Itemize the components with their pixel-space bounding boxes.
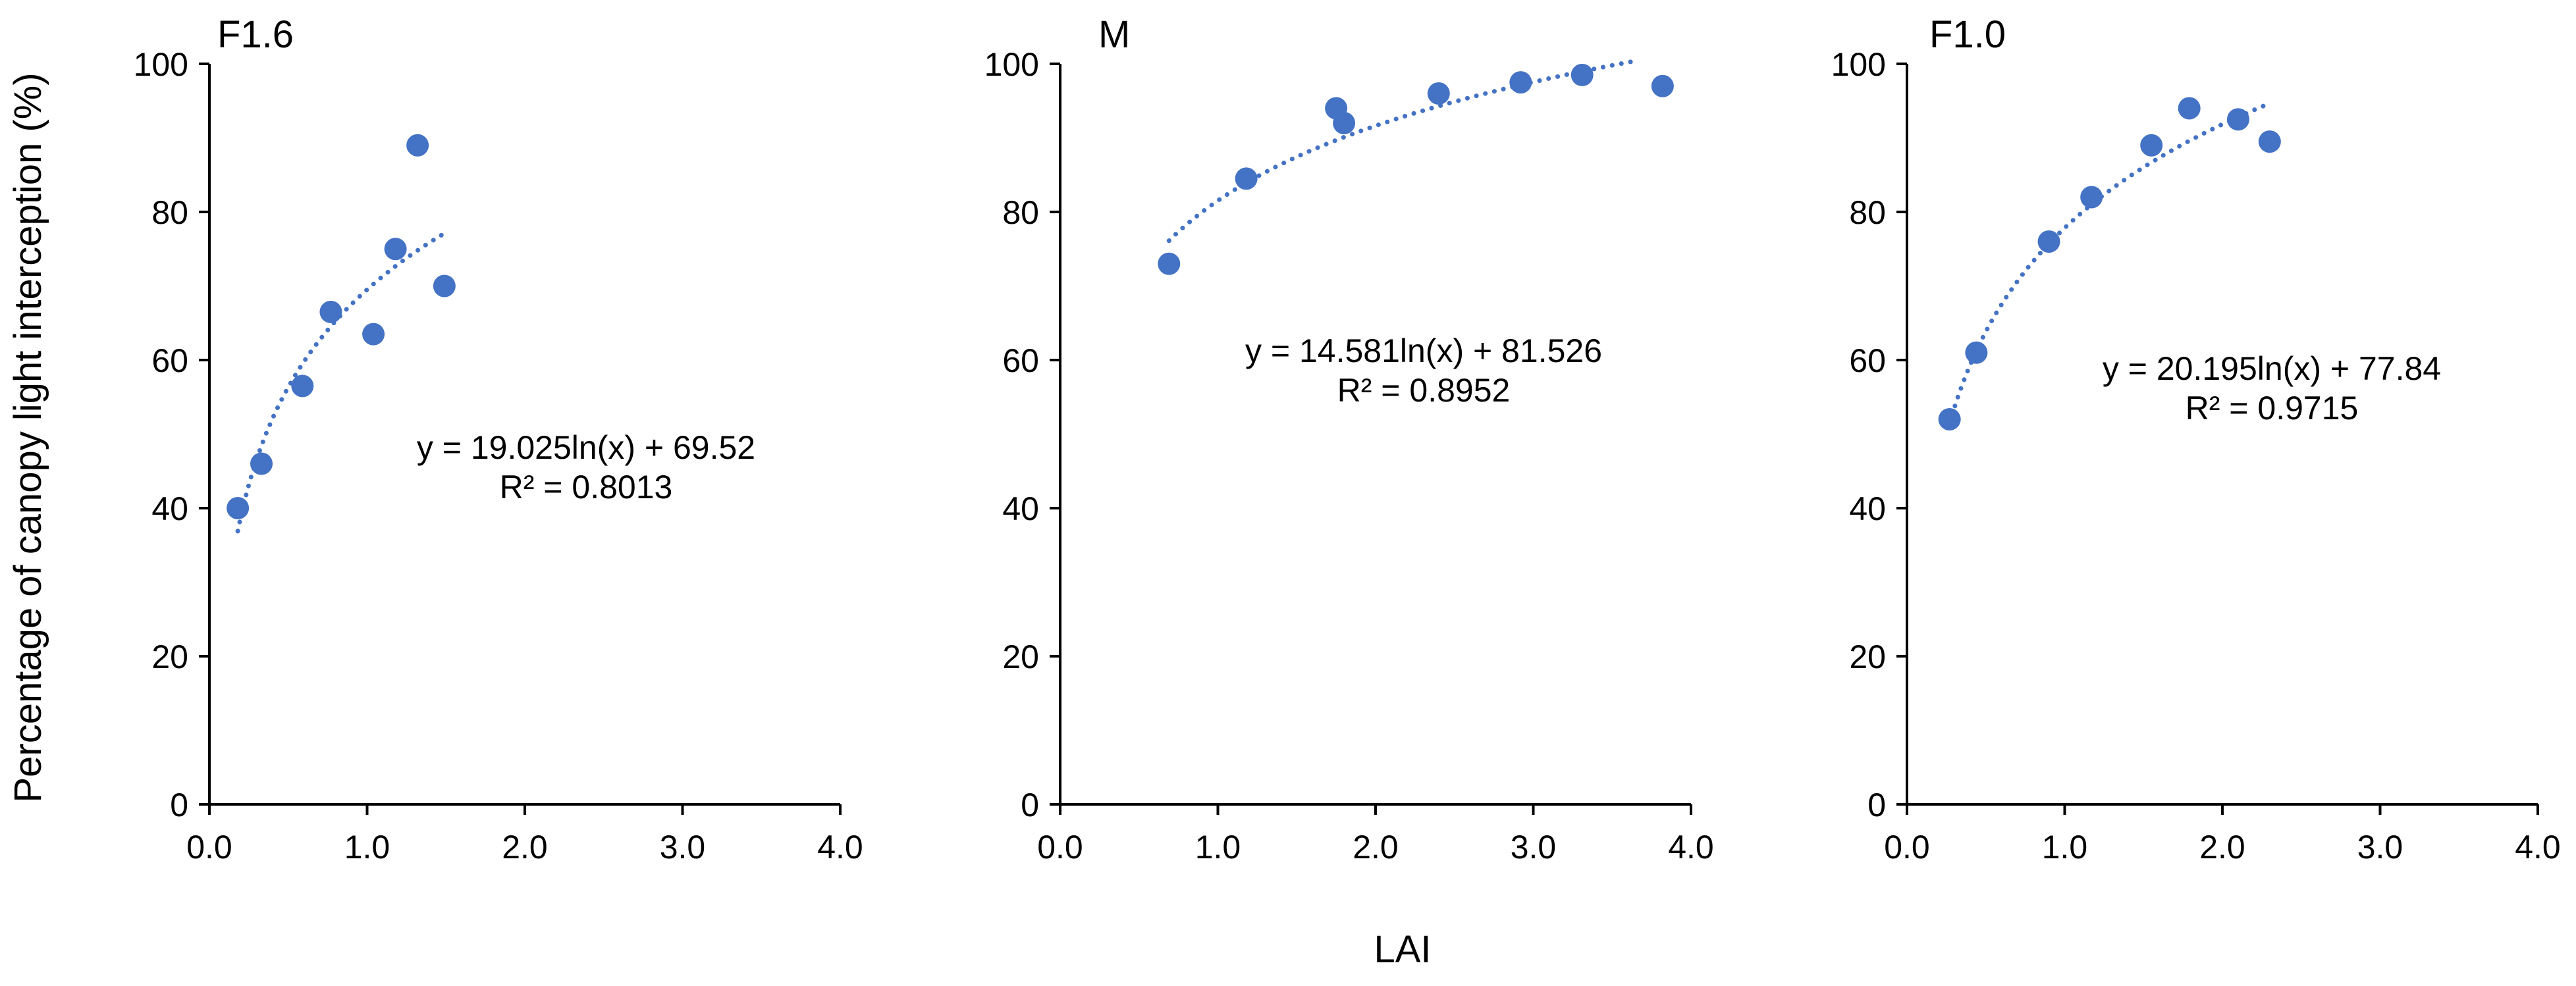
panel-title-m: M — [1098, 13, 1130, 56]
data-point — [2258, 130, 2281, 153]
y-tick-label: 0 — [1867, 787, 1886, 823]
y-tick-label: 20 — [1002, 638, 1039, 675]
trendline — [235, 231, 447, 534]
data-point — [1965, 341, 1988, 364]
x-tick-label: 3.0 — [2357, 829, 2403, 866]
y-tick-label: 20 — [1849, 638, 1886, 675]
y-tick-label: 80 — [1849, 194, 1886, 231]
data-point — [319, 300, 342, 323]
data-point — [227, 497, 250, 519]
panel-title-f1-0: F1.0 — [1929, 13, 2006, 56]
y-tick-label: 100 — [984, 46, 1039, 83]
r-squared-label: R² = 0.8013 — [500, 469, 673, 506]
x-tick-label: 3.0 — [1511, 829, 1557, 866]
data-point — [1427, 82, 1450, 105]
data-point — [1333, 112, 1356, 134]
y-tick-label: 40 — [151, 490, 188, 527]
data-point — [384, 238, 407, 261]
y-tick-label: 60 — [151, 342, 188, 379]
x-tick-label: 1.0 — [2042, 829, 2088, 866]
data-point — [1938, 408, 1961, 430]
y-tick-label: 40 — [1002, 490, 1039, 527]
trendline — [1166, 59, 1638, 244]
y-tick-label: 80 — [1002, 194, 1039, 231]
data-point — [291, 375, 314, 398]
panel-m: M 0 20 40 60 80 100 0.0 1.0 2.0 3.0 4.0 y = 14.581ln… — [984, 13, 1714, 866]
y-tick-label: 40 — [1849, 490, 1886, 527]
data-point — [2226, 108, 2249, 131]
trend-equation: y = 20.195ln(x) + 77.84 — [2103, 350, 2441, 387]
data-point — [433, 274, 456, 298]
panel-title-f1-6: F1.6 — [217, 13, 294, 56]
x-tick-label: 2.0 — [2199, 829, 2245, 866]
data-point — [2140, 134, 2163, 157]
x-tick-label: 0.0 — [1037, 829, 1083, 866]
y-tick-label: 20 — [151, 638, 188, 675]
x-tick-label: 0.0 — [1884, 829, 1930, 866]
data-point — [250, 452, 273, 475]
x-tick-label: 2.0 — [1353, 829, 1399, 866]
data-point — [406, 134, 429, 157]
data-point — [1570, 63, 1594, 86]
x-tick-label: 3.0 — [660, 829, 706, 866]
x-tick-label: 4.0 — [817, 829, 863, 866]
x-tick-label: 0.0 — [186, 829, 232, 866]
x-tick-label: 2.0 — [502, 829, 548, 866]
data-point — [2178, 97, 2201, 120]
y-tick-label: 0 — [170, 787, 188, 823]
x-tick-label: 1.0 — [344, 829, 390, 866]
data-point — [1158, 252, 1181, 275]
r-squared-label: R² = 0.9715 — [2186, 390, 2359, 427]
y-tick-label: 100 — [134, 46, 188, 83]
y-tick-label: 100 — [1831, 46, 1886, 83]
x-tick-label: 4.0 — [2515, 829, 2561, 866]
y-tick-label: 0 — [1021, 787, 1039, 823]
y-axis-title: Percentage of canopy light interception … — [7, 72, 49, 802]
data-point — [2080, 186, 2103, 209]
x-tick-label: 4.0 — [1668, 829, 1714, 866]
data-point — [1509, 71, 1532, 94]
y-tick-label: 60 — [1849, 342, 1886, 379]
trendline — [1947, 101, 2272, 427]
data-point — [1235, 167, 1258, 190]
x-tick-label: 1.0 — [1195, 829, 1241, 866]
y-tick-label: 60 — [1002, 342, 1039, 379]
trend-equation: y = 14.581ln(x) + 81.526 — [1245, 332, 1602, 369]
data-point — [2037, 230, 2060, 253]
r-squared-label: R² = 0.8952 — [1337, 372, 1511, 409]
data-point — [362, 323, 385, 346]
y-tick-label: 80 — [151, 194, 188, 231]
data-point — [1651, 74, 1674, 97]
panel-f1-6: F1.6 0 20 40 60 80 100 0.0 1.0 2.0 3.0 4.0 y = 19.02… — [134, 13, 863, 866]
panel-f1-0: F1.0 0 20 40 60 80 100 0.0 1.0 2.0 3.0 4.0 y = 20.19… — [1831, 13, 2561, 866]
trend-equation: y = 19.025ln(x) + 69.52 — [417, 429, 755, 466]
x-axis-title: LAI — [1374, 928, 1431, 971]
